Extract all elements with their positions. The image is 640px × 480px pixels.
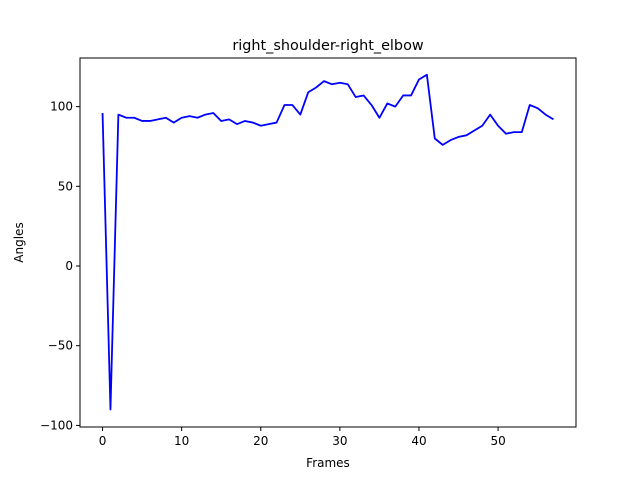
- x-tick-label: 0: [99, 434, 107, 448]
- y-tick-label: 50: [58, 179, 73, 193]
- y-tick-label: −100: [40, 418, 73, 432]
- x-axis-ticks: 0 10 20 30 40 50: [99, 427, 506, 448]
- series-line-0: [101, 73, 554, 411]
- x-axis-label: Frames: [306, 456, 350, 470]
- y-axis-ticks: −100 −50 0 50 100: [40, 100, 80, 432]
- plot-area: [101, 73, 554, 411]
- y-tick-label: −50: [48, 339, 73, 353]
- x-tick-label: 30: [332, 434, 347, 448]
- x-tick-label: 50: [490, 434, 505, 448]
- x-tick-label: 20: [253, 434, 268, 448]
- axes-frame: [79, 57, 577, 428]
- x-tick-label: 10: [174, 434, 189, 448]
- x-tick-label: 40: [411, 434, 426, 448]
- y-tick-label: 0: [65, 259, 73, 273]
- chart-title: right_shoulder-right_elbow: [232, 38, 424, 54]
- y-tick-label: 100: [50, 100, 73, 114]
- y-axis-label: Angles: [12, 222, 26, 262]
